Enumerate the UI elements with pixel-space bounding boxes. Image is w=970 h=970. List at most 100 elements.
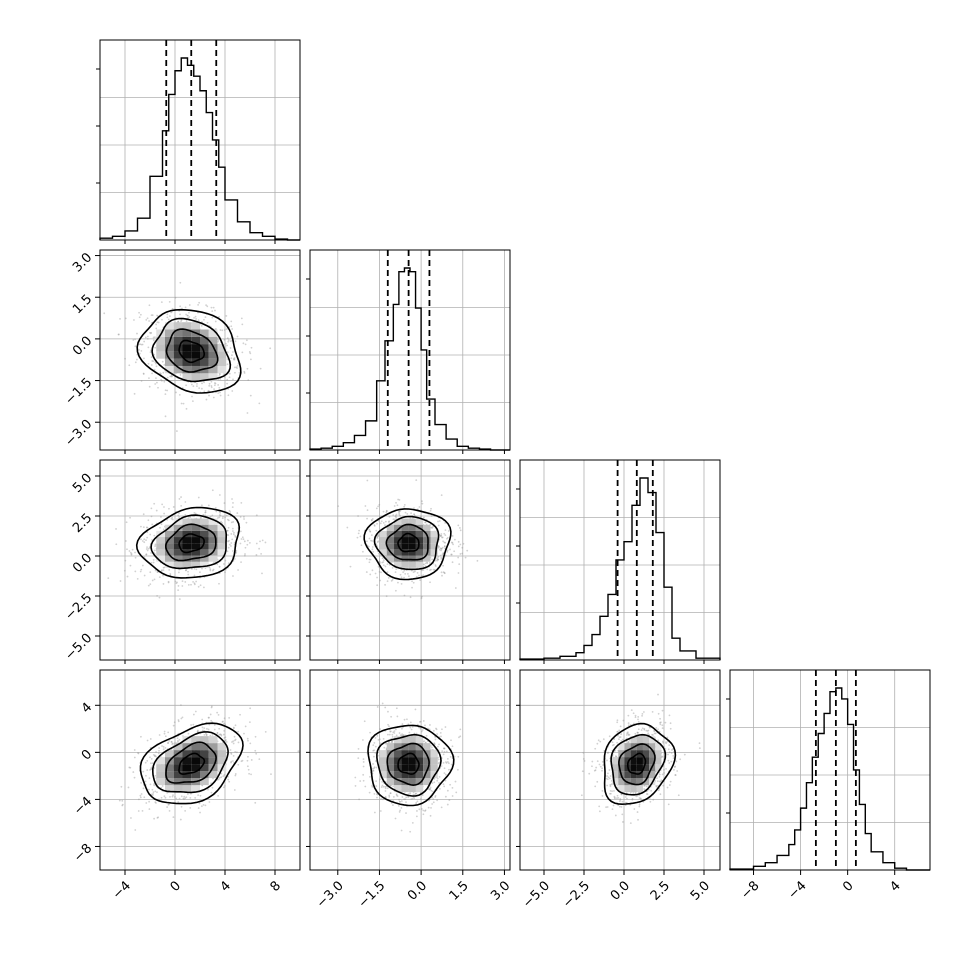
sample-point [166, 316, 169, 319]
density-cell [430, 530, 438, 538]
sample-point [115, 543, 118, 546]
density-cell [165, 785, 174, 793]
sample-point [233, 358, 236, 361]
sample-point [384, 565, 387, 568]
sample-point [150, 331, 153, 334]
sample-point [156, 571, 159, 573]
sample-point [371, 519, 373, 522]
sample-point [143, 340, 146, 343]
density-cell [394, 518, 402, 525]
sample-point [177, 801, 180, 803]
density-cell [430, 757, 438, 765]
sample-point [451, 745, 454, 748]
density-cell [217, 358, 227, 366]
sample-point [135, 358, 138, 361]
sample-point [443, 772, 446, 774]
sample-point [139, 313, 142, 316]
density-cell [430, 537, 438, 544]
density-cell [165, 549, 174, 556]
sample-point [439, 554, 442, 557]
density-content [310, 670, 510, 870]
sample-point [382, 737, 385, 740]
sample-point [242, 515, 245, 518]
sample-point [227, 540, 229, 543]
density-cell [394, 736, 402, 744]
sample-point [447, 768, 450, 771]
sample-point [222, 786, 225, 789]
sample-point [400, 800, 403, 802]
sample-point [167, 731, 170, 734]
sample-point [429, 569, 431, 572]
histogram-3 [729, 687, 930, 871]
sample-point [212, 568, 215, 571]
contour-1 [385, 523, 429, 561]
sample-point [431, 782, 434, 784]
sample-point [158, 734, 161, 736]
sample-point [208, 801, 211, 803]
sample-point [401, 796, 404, 798]
density-content [100, 250, 300, 450]
sample-point [201, 382, 203, 385]
sample-point [177, 741, 179, 743]
sample-point [219, 378, 222, 380]
sample-point [430, 789, 433, 792]
sample-point [169, 375, 172, 378]
sample-point [379, 742, 382, 745]
sample-point [217, 517, 219, 519]
sample-point [197, 730, 199, 733]
sample-point [438, 548, 441, 551]
density-cell [208, 743, 218, 751]
sample-point [218, 316, 221, 318]
sample-point [453, 755, 456, 758]
sample-point [171, 742, 174, 745]
sample-point [224, 559, 227, 562]
density-cell [182, 757, 192, 765]
density-cell [191, 365, 200, 374]
sample-point [233, 358, 235, 361]
sample-point [242, 538, 245, 541]
sample-point [443, 750, 446, 753]
sample-point [245, 521, 248, 524]
sample-point [225, 741, 228, 743]
sample-point [413, 507, 415, 509]
sample-point [226, 550, 229, 553]
contour-1 [165, 328, 219, 373]
sample-point [139, 796, 142, 799]
sample-point [146, 317, 149, 320]
sample-point [152, 791, 155, 794]
sample-point [438, 743, 440, 746]
sample-point [232, 502, 234, 504]
sample-point [406, 718, 408, 721]
density-cell [408, 518, 416, 525]
density-cell [208, 358, 218, 366]
sample-point [409, 726, 412, 729]
sample-point [440, 571, 443, 574]
sample-point [185, 796, 188, 799]
density-cell [191, 530, 200, 538]
density-cell [415, 518, 424, 525]
sample-point [233, 789, 236, 791]
sample-point [361, 550, 364, 553]
sample-point [232, 378, 234, 381]
density-cell [165, 750, 174, 758]
sample-point [409, 721, 412, 724]
density-cell [173, 365, 183, 374]
sample-point [124, 357, 126, 360]
sample-point [250, 759, 253, 761]
sample-point [236, 367, 239, 369]
sample-point [225, 739, 227, 741]
sample-point [222, 373, 225, 376]
sample-point [222, 515, 224, 518]
sample-point [231, 760, 234, 762]
density-cell [408, 555, 416, 562]
sample-point [151, 762, 154, 764]
density-cell [415, 537, 424, 544]
sample-point [214, 309, 216, 312]
sample-point [436, 558, 439, 561]
density-cell [408, 543, 416, 550]
sample-point [150, 766, 153, 769]
sample-point [219, 514, 222, 517]
sample-point [221, 517, 224, 520]
density-cell [200, 329, 209, 337]
sample-point [134, 551, 136, 554]
